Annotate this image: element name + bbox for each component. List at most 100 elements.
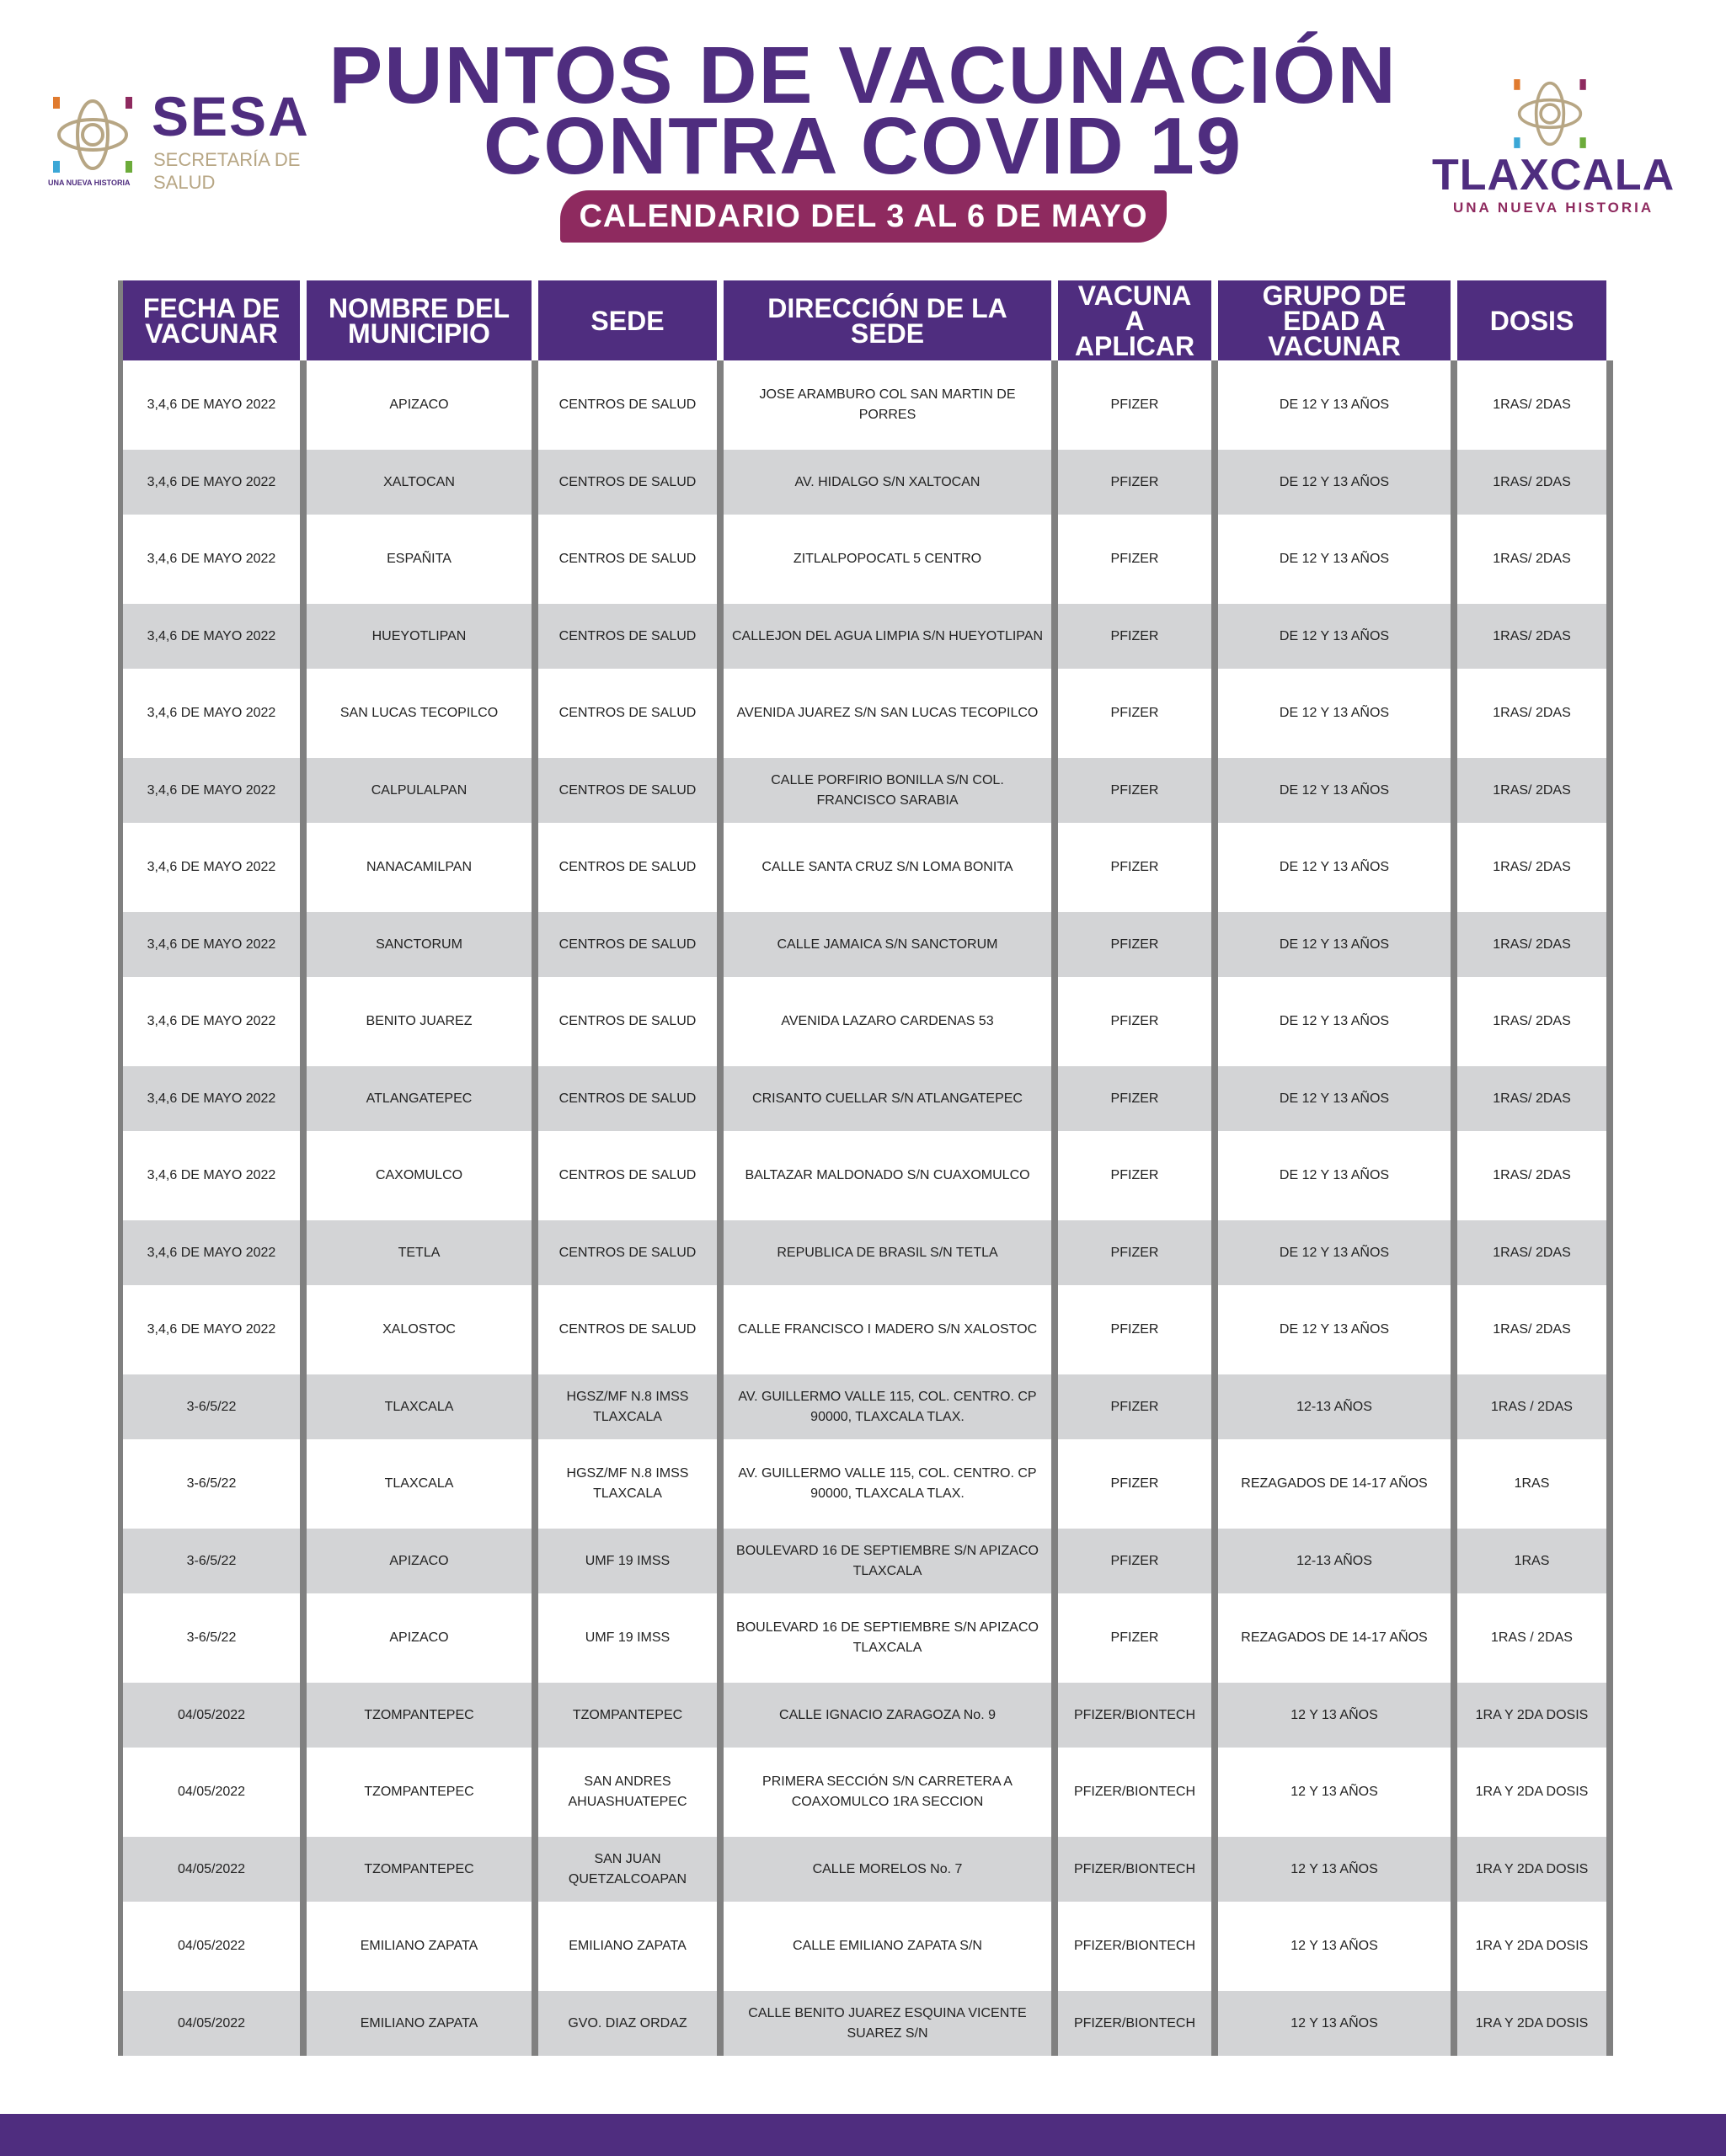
cell-municipality: EMILIANO ZAPATA: [307, 1902, 538, 1991]
cell-address: CALLEJON DEL AGUA LIMPIA S/N HUEYOTLIPAN: [724, 604, 1058, 669]
cell-vaccine: PFIZER: [1058, 360, 1218, 450]
cell-vaccine: PFIZER: [1058, 823, 1218, 912]
cell-vaccine: PFIZER: [1058, 912, 1218, 977]
cell-age-group: 12 Y 13 AÑOS: [1218, 1683, 1457, 1748]
tlaxcala-name: TLAXCALA: [1432, 151, 1675, 200]
table-row: 3,4,6 DE MAYO 2022 CAXOMULCO CENTROS DE SA…: [118, 1131, 1613, 1220]
cell-date: 3,4,6 DE MAYO 2022: [123, 450, 307, 515]
cell-vaccine: PFIZER: [1058, 515, 1218, 604]
cell-doses: 1RAS/ 2DAS: [1457, 1220, 1613, 1285]
cell-municipality: EMILIANO ZAPATA: [307, 1991, 538, 2056]
cell-address: BOULEVARD 16 DE SEPTIEMBRE S/N APIZACO T…: [724, 1529, 1058, 1593]
column-header-municipality: NOMBRE DEL MUNICIPIO: [307, 280, 538, 360]
column-header-date: FECHA DE VACUNAR: [123, 280, 307, 360]
cell-municipality: ATLANGATEPEC: [307, 1066, 538, 1131]
cell-age-group: DE 12 Y 13 AÑOS: [1218, 604, 1457, 669]
column-header-address: DIRECCIÓN DE LA SEDE: [724, 280, 1058, 360]
sesa-logo: [46, 88, 316, 198]
cell-doses: 1RAS / 2DAS: [1457, 1593, 1613, 1683]
cell-doses: 1RAS: [1457, 1529, 1613, 1593]
cell-address: CALLE FRANCISCO I MADERO S/N XALOSTOC: [724, 1285, 1058, 1374]
cell-address: AV. HIDALGO S/N XALTOCAN: [724, 450, 1058, 515]
cell-vaccine: PFIZER: [1058, 1529, 1218, 1593]
vaccination-table: FECHA DE VACUNAR NOMBRE DEL MUNICIPIO SEDE…: [118, 280, 1613, 2056]
cell-date: 3,4,6 DE MAYO 2022: [123, 1131, 307, 1220]
cell-site: CENTROS DE SALUD: [538, 1066, 724, 1131]
cell-age-group: DE 12 Y 13 AÑOS: [1218, 758, 1457, 823]
cell-address: AV. GUILLERMO VALLE 115, COL. CENTRO. CP…: [724, 1374, 1058, 1439]
cell-doses: 1RAS: [1457, 1439, 1613, 1529]
cell-date: 3,4,6 DE MAYO 2022: [123, 823, 307, 912]
cell-address: CRISANTO CUELLAR S/N ATLANGATEPEC: [724, 1066, 1058, 1131]
cell-vaccine: PFIZER/BIONTECH: [1058, 1991, 1218, 2056]
cell-age-group: DE 12 Y 13 AÑOS: [1218, 1131, 1457, 1220]
cell-municipality: SANCTORUM: [307, 912, 538, 977]
cell-doses: 1RA Y 2DA DOSIS: [1457, 1902, 1613, 1991]
cell-municipality: CALPULALPAN: [307, 758, 538, 823]
cell-date: 3,4,6 DE MAYO 2022: [123, 1066, 307, 1131]
cell-site: CENTROS DE SALUD: [538, 669, 724, 758]
cell-municipality: ESPAÑITA: [307, 515, 538, 604]
cell-municipality: BENITO JUAREZ: [307, 977, 538, 1066]
cell-vaccine: PFIZER: [1058, 1131, 1218, 1220]
cell-vaccine: PFIZER/BIONTECH: [1058, 1683, 1218, 1748]
cell-site: HGSZ/MF N.8 IMSS TLAXCALA: [538, 1439, 724, 1529]
cell-date: 04/05/2022: [123, 1837, 307, 1902]
cell-date: 3-6/5/22: [123, 1439, 307, 1529]
cell-doses: 1RAS/ 2DAS: [1457, 1066, 1613, 1131]
cell-age-group: DE 12 Y 13 AÑOS: [1218, 1066, 1457, 1131]
table-row: 04/05/2022 EMILIANO ZAPATA GVO. DIAZ ORDAZ…: [118, 1991, 1613, 2056]
table-row: 3,4,6 DE MAYO 2022 XALTOCAN CENTROS DE SAL…: [118, 450, 1613, 515]
cell-municipality: CAXOMULCO: [307, 1131, 538, 1220]
cell-municipality: NANACAMILPAN: [307, 823, 538, 912]
tlaxcala-emblem-icon: [1514, 79, 1586, 148]
cell-site: HGSZ/MF N.8 IMSS TLAXCALA: [538, 1374, 724, 1439]
cell-address: BOULEVARD 16 DE SEPTIEMBRE S/N APIZACO T…: [724, 1593, 1058, 1683]
cell-age-group: DE 12 Y 13 AÑOS: [1218, 1220, 1457, 1285]
cell-site: SAN ANDRES AHUASHUATEPEC: [538, 1748, 724, 1837]
column-header-doses: DOSIS: [1457, 280, 1613, 360]
cell-vaccine: PFIZER: [1058, 1593, 1218, 1683]
cell-date: 3-6/5/22: [123, 1593, 307, 1683]
cell-date: 3,4,6 DE MAYO 2022: [123, 604, 307, 669]
cell-date: 04/05/2022: [123, 1902, 307, 1991]
table-row: 3-6/5/22 TLAXCALA HGSZ/MF N.8 IMSS TLAXCAL…: [118, 1439, 1613, 1529]
cell-address: CALLE IGNACIO ZARAGOZA No. 9: [724, 1683, 1058, 1748]
table-row: 3,4,6 DE MAYO 2022 XALOSTOC CENTROS DE SAL…: [118, 1285, 1613, 1374]
cell-municipality: APIZACO: [307, 360, 538, 450]
cell-address: CALLE EMILIANO ZAPATA S/N: [724, 1902, 1058, 1991]
cell-doses: 1RAS/ 2DAS: [1457, 758, 1613, 823]
cell-vaccine: PFIZER/BIONTECH: [1058, 1748, 1218, 1837]
cell-doses: 1RAS/ 2DAS: [1457, 1131, 1613, 1220]
cell-site: CENTROS DE SALUD: [538, 515, 724, 604]
cell-vaccine: PFIZER: [1058, 1374, 1218, 1439]
cell-municipality: TZOMPANTEPEC: [307, 1683, 538, 1748]
cell-site: CENTROS DE SALUD: [538, 1220, 724, 1285]
table-row: 3,4,6 DE MAYO 2022 NANACAMILPAN CENTROS DE…: [118, 823, 1613, 912]
cell-municipality: TETLA: [307, 1220, 538, 1285]
table-row: 3-6/5/22 APIZACO UMF 19 IMSS BOULEVARD 16 D…: [118, 1593, 1613, 1683]
cell-age-group: 12 Y 13 AÑOS: [1218, 1991, 1457, 2056]
cell-vaccine: PFIZER/BIONTECH: [1058, 1902, 1218, 1991]
subtitle-banner: CALENDARIO DEL 3 AL 6 DE MAYO: [560, 190, 1167, 243]
cell-site: CENTROS DE SALUD: [538, 360, 724, 450]
cell-address: CALLE MORELOS No. 7: [724, 1837, 1058, 1902]
cell-vaccine: PFIZER: [1058, 758, 1218, 823]
cell-age-group: DE 12 Y 13 AÑOS: [1218, 515, 1457, 604]
cell-address: JOSE ARAMBURO COL SAN MARTIN DE PORRES: [724, 360, 1058, 450]
cell-address: ZITLALPOPOCATL 5 CENTRO: [724, 515, 1058, 604]
cell-doses: 1RA Y 2DA DOSIS: [1457, 1683, 1613, 1748]
cell-site: UMF 19 IMSS: [538, 1529, 724, 1593]
cell-vaccine: PFIZER/BIONTECH: [1058, 1837, 1218, 1902]
sesa-subtitle: SECRETARÍA DE SALUD: [153, 149, 301, 193]
cell-age-group: DE 12 Y 13 AÑOS: [1218, 1285, 1457, 1374]
cell-date: 04/05/2022: [123, 1991, 307, 2056]
cell-age-group: REZAGADOS DE 14-17 AÑOS: [1218, 1439, 1457, 1529]
cell-municipality: HUEYOTLIPAN: [307, 604, 538, 669]
cell-doses: 1RAS/ 2DAS: [1457, 450, 1613, 515]
cell-municipality: XALTOCAN: [307, 450, 538, 515]
table-row: 3,4,6 DE MAYO 2022 ESPAÑITA CENTROS DE SAL…: [118, 515, 1613, 604]
cell-age-group: 12 Y 13 AÑOS: [1218, 1748, 1457, 1837]
table-row: 04/05/2022 EMILIANO ZAPATA EMILIANO ZAPATA…: [118, 1902, 1613, 1991]
cell-age-group: DE 12 Y 13 AÑOS: [1218, 360, 1457, 450]
